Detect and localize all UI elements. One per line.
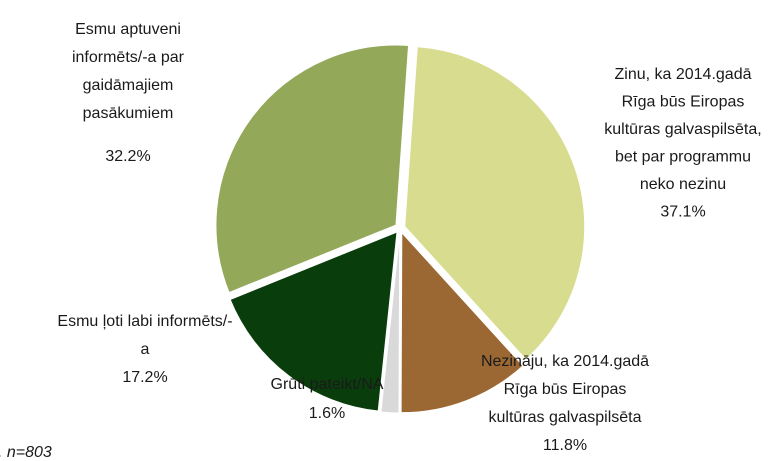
pie-slice [229,231,398,412]
slice-label: Grūti pateikt/NA [271,376,384,393]
pie-slice [404,46,586,361]
slice-value-label: 17.2% [122,369,167,386]
slice-label: Esmu ļoti labi informēts/-a [57,313,232,358]
slice-value-label: 1.6% [309,405,345,422]
slice-value-label: 11.8% [543,437,587,454]
slice-value-label: 37.1% [660,204,705,221]
pie-slice [215,44,410,294]
slice-value-label: 32.2% [105,148,150,165]
pie-slice [380,232,401,414]
note: . n=803 [0,444,52,461]
slice-label: Nezināju, ka 2014.gadā Rīga būs Eiropas ku… [481,353,649,426]
pie-slice [400,231,524,414]
slice-label: Esmu aptuveni informēts/-a par gaidāmajiem… [72,21,185,122]
slice-label: Zinu, ka 2014.gadā Rīga būs Eiropas kultūr… [604,66,761,193]
